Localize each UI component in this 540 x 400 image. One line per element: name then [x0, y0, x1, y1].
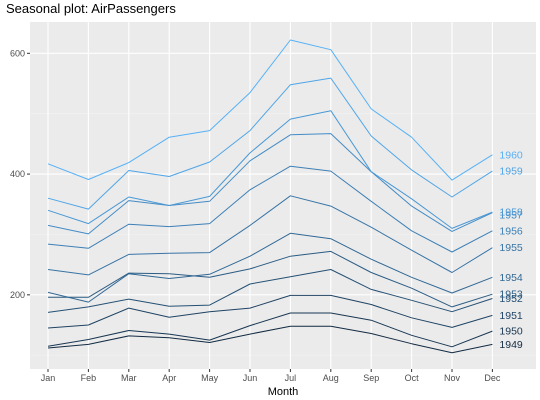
- series-line-1958: [47, 110, 493, 229]
- x-tick-label: Feb: [81, 373, 97, 383]
- x-tick-label: May: [201, 373, 219, 383]
- x-tick-label: Dec: [484, 373, 501, 383]
- x-axis: Jan Feb Mar Apr May Jun Jul Aug Sep Oct Nov Dec: [41, 369, 501, 383]
- series-line-1955: [47, 195, 493, 276]
- series-label-1956: 1956: [499, 225, 523, 237]
- x-tick-label: Jul: [285, 373, 297, 383]
- x-tick-label: Sep: [363, 373, 379, 383]
- series-line-1953: [48, 250, 493, 308]
- series-label-1949: 1949: [499, 339, 523, 351]
- series-line-1957: [47, 133, 493, 235]
- chart-title: Seasonal plot: AirPassengers: [6, 1, 176, 16]
- series-line-1952: [47, 269, 493, 313]
- x-tick-label: Apr: [162, 373, 176, 383]
- x-tick-label: Jan: [41, 373, 56, 383]
- y-axis: 200 400 600: [10, 48, 30, 300]
- series-line-1954: [47, 232, 493, 303]
- y-tick-label: 400: [10, 169, 25, 179]
- series-lines: [47, 39, 493, 354]
- series-line-1950: [47, 312, 493, 348]
- x-tick-label: Mar: [121, 373, 137, 383]
- series-label-1954: 1954: [499, 272, 523, 284]
- x-tick-label: Nov: [444, 373, 461, 383]
- x-tick-label: Aug: [323, 373, 339, 383]
- plot-panel: [30, 22, 536, 369]
- series-line-1959: [47, 77, 493, 210]
- series-line-1960: [47, 39, 493, 181]
- y-tick-label: 600: [10, 48, 25, 58]
- series-label-1952: 1952: [499, 293, 523, 305]
- series-label-1960: 1960: [499, 149, 523, 161]
- series-line-1949: [47, 325, 493, 354]
- series-label-1958: 1958: [499, 207, 523, 219]
- x-tick-label: Oct: [405, 373, 420, 383]
- series-label-1953: 1953: [499, 289, 523, 301]
- y-tick-label: 200: [10, 290, 25, 300]
- series-line-1956: [47, 165, 493, 253]
- series-label-1959: 1959: [499, 166, 523, 178]
- series-line-1951: [47, 294, 493, 329]
- series-label-1955: 1955: [499, 242, 523, 254]
- x-axis-title: Month: [268, 386, 299, 398]
- x-tick-label: Jun: [243, 373, 258, 383]
- series-label-1951: 1951: [499, 310, 523, 322]
- series-label-1957: 1957: [499, 210, 523, 222]
- series-label-1950: 1950: [499, 326, 523, 338]
